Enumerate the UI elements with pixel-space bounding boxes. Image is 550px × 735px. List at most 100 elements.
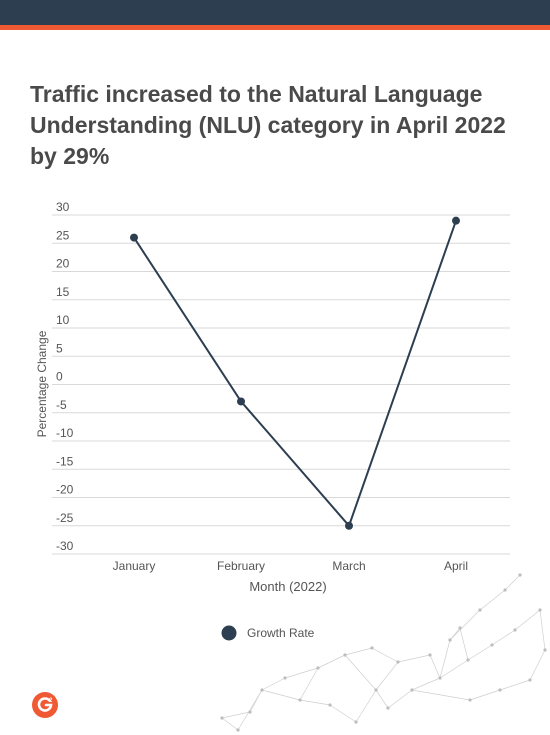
network-link — [261, 689, 301, 701]
page-title: Traffic increased to the Natural Languag… — [30, 81, 506, 169]
series-line — [133, 220, 457, 528]
network-link — [459, 627, 469, 661]
network-link — [539, 609, 546, 651]
network-link — [221, 717, 239, 731]
network-node — [490, 643, 494, 647]
y-tick-label: 5 — [56, 341, 63, 355]
network-link — [329, 704, 357, 723]
y-tick-label: 20 — [56, 257, 70, 271]
network-link — [491, 629, 516, 646]
network-link — [397, 654, 431, 663]
network-link — [504, 574, 521, 591]
g2-logo-icon: 2 — [32, 692, 58, 718]
network-link — [467, 644, 493, 661]
network-link — [375, 689, 389, 709]
network-link — [261, 677, 286, 691]
x-tick-label: January — [113, 559, 156, 573]
network-node — [468, 698, 472, 702]
network-node — [316, 666, 320, 670]
x-axis-ticks: January February March April — [113, 559, 468, 573]
network-node — [343, 653, 347, 657]
network-link — [499, 679, 531, 691]
data-point — [237, 397, 245, 406]
network-node — [354, 720, 358, 724]
network-node — [396, 660, 400, 664]
network-link — [371, 647, 399, 663]
network-link — [344, 647, 373, 656]
data-point — [345, 521, 353, 530]
network-link — [479, 589, 506, 611]
network-node — [236, 728, 240, 732]
data-point — [452, 216, 460, 225]
network-node — [538, 608, 542, 612]
x-tick-label: April — [444, 559, 468, 573]
y-tick-label: 10 — [56, 313, 70, 327]
network-link — [411, 689, 471, 701]
x-axis-label: Month (2022) — [249, 579, 326, 594]
y-tick-label: -5 — [56, 398, 67, 412]
network-node — [458, 626, 462, 630]
y-tick-label: 0 — [56, 370, 63, 384]
network-node — [513, 628, 517, 632]
y-tick-label: -30 — [56, 539, 74, 553]
network-node — [543, 648, 547, 652]
x-tick-label: February — [217, 559, 265, 573]
network-node — [328, 703, 332, 707]
network-node — [503, 588, 507, 592]
network-link — [355, 689, 377, 723]
network-node — [466, 658, 470, 662]
network-node — [498, 688, 502, 692]
network-node — [298, 698, 302, 702]
network-node — [220, 716, 224, 720]
network-node — [370, 646, 374, 650]
network-link — [284, 667, 319, 679]
network-link — [317, 654, 346, 669]
network-node — [438, 676, 442, 680]
y-axis-label: Percentage Change — [35, 330, 49, 437]
network-link — [375, 661, 399, 691]
y-tick-label: -25 — [56, 511, 74, 525]
network-node — [478, 608, 482, 612]
network-node — [248, 710, 252, 714]
y-tick-label: -20 — [56, 483, 74, 497]
network-link — [299, 667, 319, 701]
chart-grid — [52, 214, 510, 555]
network-link — [387, 689, 413, 709]
network-link — [514, 609, 541, 631]
network-link — [449, 609, 481, 641]
network-link — [439, 639, 451, 679]
network-node — [260, 688, 264, 692]
network-node — [410, 688, 414, 692]
network-link — [439, 659, 469, 679]
y-axis-ticks: 30 25 20 15 10 5 0 -5 -10 -15 -20 -25 -30 — [56, 200, 74, 553]
network-link — [299, 699, 331, 706]
network-node — [374, 688, 378, 692]
y-tick-label: 30 — [56, 200, 70, 214]
legend-marker — [221, 625, 237, 641]
network-node — [428, 653, 432, 657]
y-tick-label: 15 — [56, 285, 70, 299]
decorative-network-background — [220, 573, 547, 732]
data-point — [130, 233, 138, 242]
network-link — [529, 649, 546, 681]
legend-label: Growth Rate — [247, 626, 315, 640]
svg-text:2: 2 — [49, 698, 53, 704]
network-link — [249, 689, 263, 713]
legend: Growth Rate — [221, 625, 315, 641]
network-link — [411, 677, 441, 691]
chart-series — [130, 216, 460, 530]
network-node — [518, 573, 522, 577]
network-link — [429, 654, 441, 679]
network-node — [386, 706, 390, 710]
network-link — [221, 711, 251, 719]
network-link — [469, 689, 501, 701]
y-tick-label: -10 — [56, 426, 74, 440]
y-tick-label: 25 — [56, 228, 70, 242]
y-tick-label: -15 — [56, 454, 74, 468]
network-link — [344, 654, 377, 691]
top-banner — [0, 0, 550, 25]
accent-stripe — [0, 25, 550, 30]
network-node — [283, 676, 287, 680]
network-node — [528, 678, 532, 682]
